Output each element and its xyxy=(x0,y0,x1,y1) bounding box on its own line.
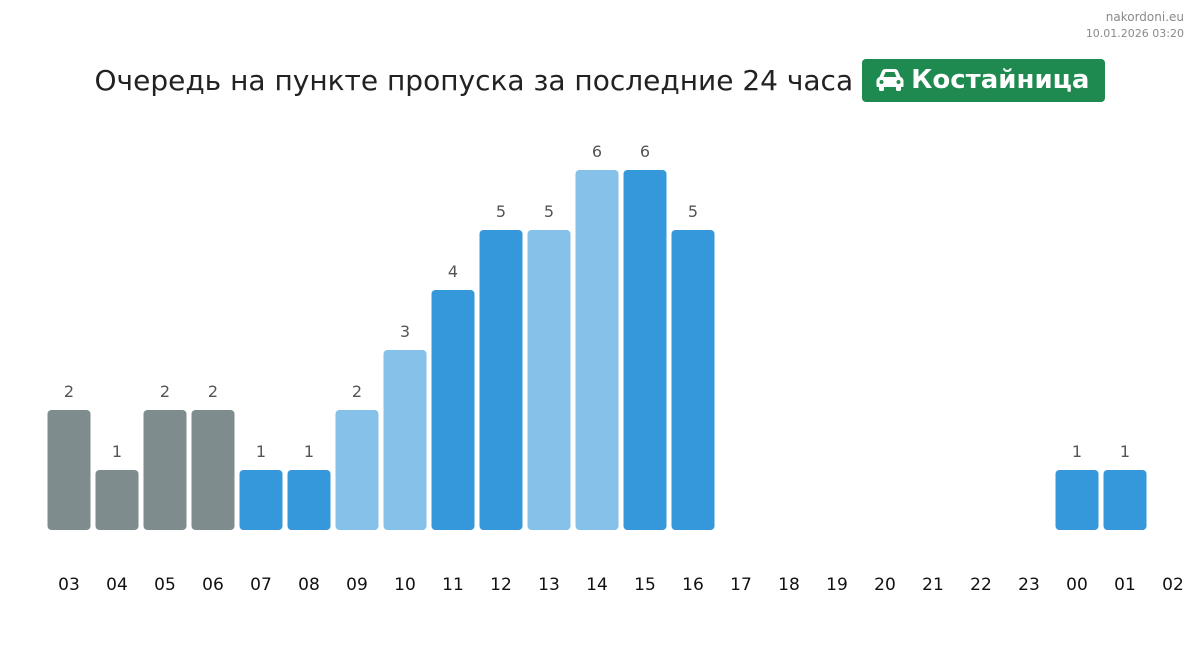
header: Очередь на пункте пропуска за последние … xyxy=(0,58,1200,102)
bar-value-label: 3 xyxy=(400,322,410,341)
queue-chart: 2031042052061071082093104115125136146155… xyxy=(47,142,1184,595)
bar-value-label: 5 xyxy=(688,202,698,221)
x-tick-label: 05 xyxy=(154,575,176,595)
page-title: Очередь на пункте пропуска за последние … xyxy=(94,63,854,97)
x-tick-label: 17 xyxy=(730,575,752,595)
x-tick-label: 23 xyxy=(1018,575,1040,595)
x-tick-label: 07 xyxy=(250,575,272,595)
bar-value-label: 2 xyxy=(160,382,170,401)
x-tick-label: 08 xyxy=(298,575,320,595)
x-tick-label: 01 xyxy=(1114,575,1136,595)
bar-16 xyxy=(671,230,715,530)
bar-value-label: 5 xyxy=(544,202,554,221)
bar-value-label: 4 xyxy=(448,262,458,281)
x-tick-label: 22 xyxy=(970,575,992,595)
bar-value-label: 5 xyxy=(496,202,506,221)
x-tick-label: 04 xyxy=(106,575,128,595)
bar-11 xyxy=(431,290,475,530)
bar-value-label: 1 xyxy=(304,442,314,461)
x-tick-label: 06 xyxy=(202,575,224,595)
bar-01 xyxy=(1103,470,1147,530)
timestamp: 10.01.2026 03:20 xyxy=(1085,27,1184,40)
x-tick-label: 10 xyxy=(394,575,416,595)
bar-value-label: 1 xyxy=(1072,442,1082,461)
x-tick-label: 11 xyxy=(442,575,464,595)
x-tick-label: 15 xyxy=(634,575,656,595)
bar-14 xyxy=(575,170,619,530)
bar-07 xyxy=(239,470,283,530)
bar-value-label: 2 xyxy=(64,382,74,401)
bar-00 xyxy=(1055,470,1099,530)
site-info: nakordoni.eu 10.01.2026 03:20 xyxy=(1086,10,1184,41)
bar-value-label: 6 xyxy=(640,142,650,161)
bar-value-label: 1 xyxy=(256,442,266,461)
x-tick-label: 00 xyxy=(1066,575,1088,595)
x-tick-label: 16 xyxy=(682,575,704,595)
bar-value-label: 1 xyxy=(112,442,122,461)
bar-08 xyxy=(287,470,331,530)
bar-09 xyxy=(335,410,379,530)
x-tick-label: 20 xyxy=(874,575,896,595)
bar-value-label: 1 xyxy=(1120,442,1130,461)
car-icon xyxy=(876,69,904,91)
bar-06 xyxy=(191,410,235,530)
bar-10 xyxy=(383,350,427,530)
x-tick-label: 18 xyxy=(778,575,800,595)
x-tick-label: 21 xyxy=(922,575,944,595)
bar-value-label: 2 xyxy=(352,382,362,401)
x-tick-label: 09 xyxy=(346,575,368,595)
x-tick-label: 12 xyxy=(490,575,512,595)
bar-15 xyxy=(623,170,667,530)
x-tick-label: 02 xyxy=(1162,575,1184,595)
x-tick-label: 14 xyxy=(586,575,608,595)
bar-value-label: 2 xyxy=(208,382,218,401)
site-domain: nakordoni.eu xyxy=(1105,10,1184,24)
x-tick-label: 19 xyxy=(826,575,848,595)
bar-value-label: 6 xyxy=(592,142,602,161)
bar-12 xyxy=(479,230,523,530)
bar-13 xyxy=(527,230,571,530)
checkpoint-badge: Костайница xyxy=(862,58,1106,102)
bar-03 xyxy=(47,410,91,530)
bar-05 xyxy=(143,410,187,530)
x-tick-label: 13 xyxy=(538,575,560,595)
x-tick-label: 03 xyxy=(58,575,80,595)
bar-04 xyxy=(95,470,139,530)
checkpoint-name: Костайница xyxy=(911,65,1090,95)
